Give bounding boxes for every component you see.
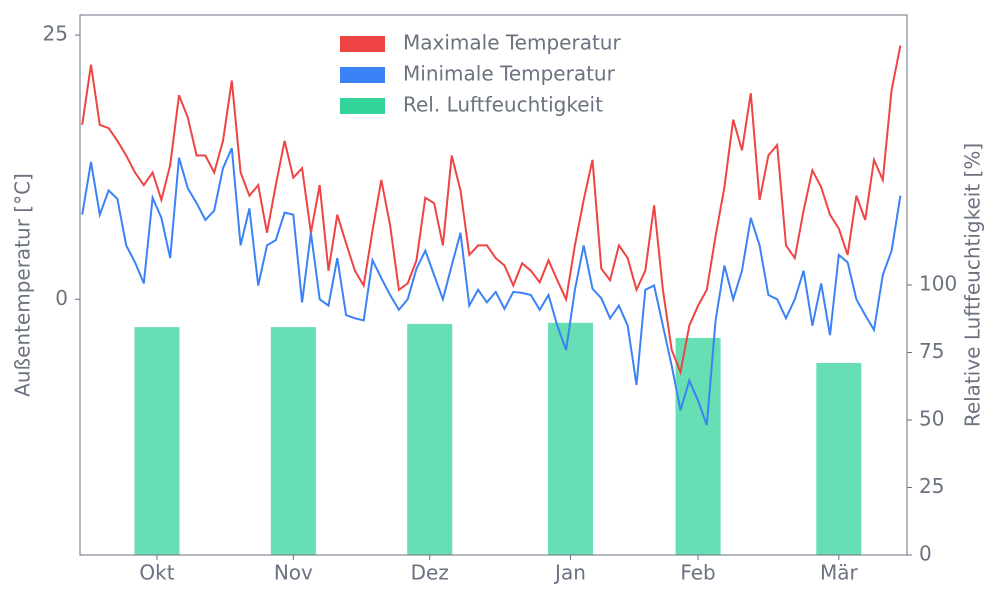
y2-tick-label: 100 [919,272,957,296]
y-tick-label: 25 [43,22,68,46]
y-axis-label: Außentemperatur [°C] [11,173,35,397]
y2-tick-label: 25 [919,474,944,498]
bar [407,323,453,555]
legend-label: Minimale Temperatur [403,62,616,86]
y2-tick-label: 50 [919,407,944,431]
line [81,147,902,426]
x-tick-label: Jan [553,561,586,585]
bar [547,322,593,555]
bar [816,363,862,555]
x-tick-label: Dez [411,561,449,585]
legend-swatch [340,36,385,52]
bar [134,327,180,555]
bar [675,337,721,555]
y2-axis-label: Relative Luftfeuchtigkeit [%] [961,143,985,427]
legend-label: Rel. Luftfeuchtigkeit [403,93,603,117]
x-tick-label: Nov [274,561,313,585]
line [81,45,902,376]
legend-label: Maximale Temperatur [403,31,621,55]
y2-tick-label: 75 [919,339,944,363]
legend-swatch [340,98,385,114]
x-tick-label: Okt [139,561,174,585]
x-tick-label: Mär [820,561,859,585]
legend-swatch [340,67,385,83]
bar [270,327,316,555]
x-tick-label: Feb [680,561,715,585]
y2-tick-label: 0 [919,542,932,566]
y-tick-label: 0 [55,286,68,310]
